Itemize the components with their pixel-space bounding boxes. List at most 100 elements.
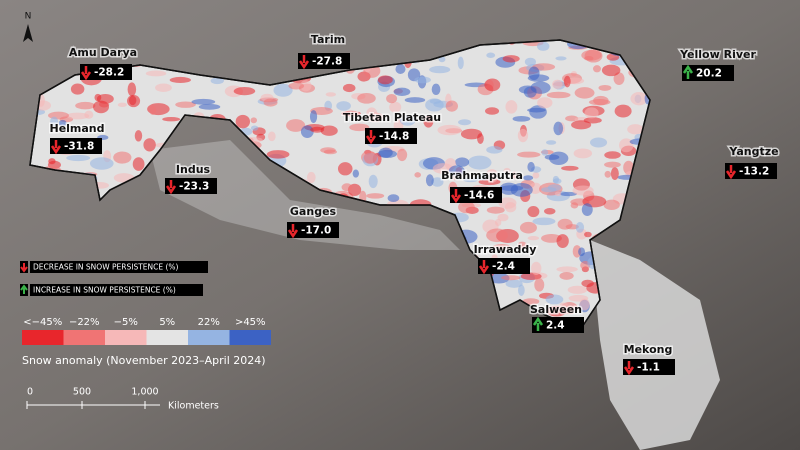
anomaly-patch <box>429 65 451 74</box>
scale-label: 5% <box>159 317 175 328</box>
anomaly-patch <box>210 77 224 85</box>
basin-value-bg <box>532 317 584 333</box>
anomaly-patch <box>627 124 644 135</box>
basin-name: Mekong <box>624 343 673 356</box>
anomaly-patch <box>484 78 501 92</box>
basin-value: -17.0 <box>301 225 331 237</box>
anomaly-patch <box>614 104 632 118</box>
anomaly-patch <box>504 201 517 213</box>
anomaly-patch <box>50 116 59 127</box>
basin-name: Yangtze <box>728 145 778 158</box>
basin-value-bg <box>298 53 350 69</box>
anomaly-patch <box>531 261 542 276</box>
anomaly-patch <box>527 205 540 218</box>
decrease-label-bg <box>30 261 208 273</box>
anomaly-patch <box>113 151 132 164</box>
anomaly-patch <box>266 150 290 159</box>
basin-labels: Amu Darya -28.2 Tarim -27.8 Yellow River 20.2… <box>48 32 780 376</box>
anomaly-patch <box>486 52 496 58</box>
anomaly-patch <box>477 133 484 144</box>
anomaly-patch <box>502 55 520 63</box>
basin-value: -13.2 <box>739 166 769 178</box>
anomaly-patch <box>288 82 305 90</box>
anomaly-patch <box>581 203 593 216</box>
decrease-arrow <box>365 130 377 145</box>
anomaly-patch <box>386 94 398 104</box>
anomaly-patch <box>579 298 590 311</box>
anomaly-patch <box>389 101 402 113</box>
anomaly-patch <box>523 86 537 98</box>
anomaly-patch <box>341 183 353 192</box>
decrease-arrow <box>50 140 62 155</box>
anomaly-patch <box>162 117 181 122</box>
anomaly-patch <box>503 167 511 174</box>
scale-tick-label: 500 <box>73 387 91 398</box>
scale-swatch <box>63 330 105 345</box>
decrease-arrow <box>478 260 490 275</box>
anomaly-patch <box>541 149 549 156</box>
anomaly-patch <box>132 157 145 171</box>
anomaly-patch <box>518 284 525 296</box>
anomaly-patch <box>532 217 556 226</box>
anomaly-patch <box>336 101 351 111</box>
anomaly-patch <box>414 172 421 178</box>
basin-value-bg <box>478 258 530 274</box>
anomaly-patch <box>117 102 127 107</box>
anomaly-patch <box>486 146 503 154</box>
anomaly-patch <box>396 148 408 162</box>
anomaly-patch <box>553 121 564 136</box>
anomaly-patch <box>357 92 376 104</box>
scale-tick-label: 0 <box>27 387 33 398</box>
anomaly-patch <box>529 105 547 119</box>
basin-name: Indus <box>176 163 211 176</box>
basin-value-bg <box>365 128 417 144</box>
anomaly-patch <box>149 105 157 116</box>
anomaly-patch <box>363 151 377 164</box>
anomaly-patch <box>485 169 499 183</box>
anomaly-patch <box>575 222 585 233</box>
anomaly-patch <box>460 128 483 140</box>
basin-value: 20.2 <box>696 68 722 80</box>
anomaly-patch <box>546 305 567 317</box>
hkh-outline <box>29 39 651 331</box>
basin-name: Helmand <box>49 122 104 135</box>
anomaly-patch <box>425 174 434 187</box>
scale-label: −5% <box>114 317 138 328</box>
scale-label: 22% <box>198 317 220 328</box>
increase-label-bg <box>30 284 203 296</box>
anomaly-patch <box>603 199 620 211</box>
anomaly-patch <box>500 275 521 281</box>
basin-name: Brahmaputra <box>441 169 523 182</box>
anomaly-patch <box>431 177 444 187</box>
anomaly-patch <box>497 213 509 222</box>
anomaly-patch <box>584 56 594 61</box>
basin-value: -1.1 <box>637 362 660 374</box>
scale-swatch <box>105 330 147 345</box>
anomaly-patch <box>155 83 172 93</box>
legend: DECREASE IN SNOW PERSISTENCE (%) INCREAS… <box>20 261 271 367</box>
anomaly-patch <box>263 98 278 107</box>
anomaly-patch <box>500 185 524 191</box>
anomaly-patch <box>431 83 441 96</box>
basin-value-bg <box>623 359 675 375</box>
decrease-icon <box>20 263 28 273</box>
anomaly-patch <box>66 112 90 120</box>
anomaly-patch <box>143 138 156 152</box>
anomaly-patch <box>93 100 110 114</box>
basin-name: Salween <box>530 303 582 316</box>
anomaly-patch <box>517 128 529 143</box>
ganges-plain <box>150 140 460 250</box>
scale-label: −22% <box>69 317 100 328</box>
basin-name: Tarim <box>311 33 345 46</box>
anomaly-patch <box>395 64 406 74</box>
anomaly-patch <box>524 57 536 66</box>
anomaly-patch <box>546 91 571 99</box>
decrease-label: DECREASE IN SNOW PERSISTENCE (%) <box>33 263 179 272</box>
anomaly-patch <box>545 294 564 305</box>
anomaly-patch <box>570 202 579 209</box>
anomaly-patch <box>455 157 470 167</box>
anomaly-patch <box>630 91 648 106</box>
anomaly-patch <box>544 154 560 160</box>
anomaly-patch <box>571 120 592 130</box>
anomaly-patch <box>310 126 325 133</box>
